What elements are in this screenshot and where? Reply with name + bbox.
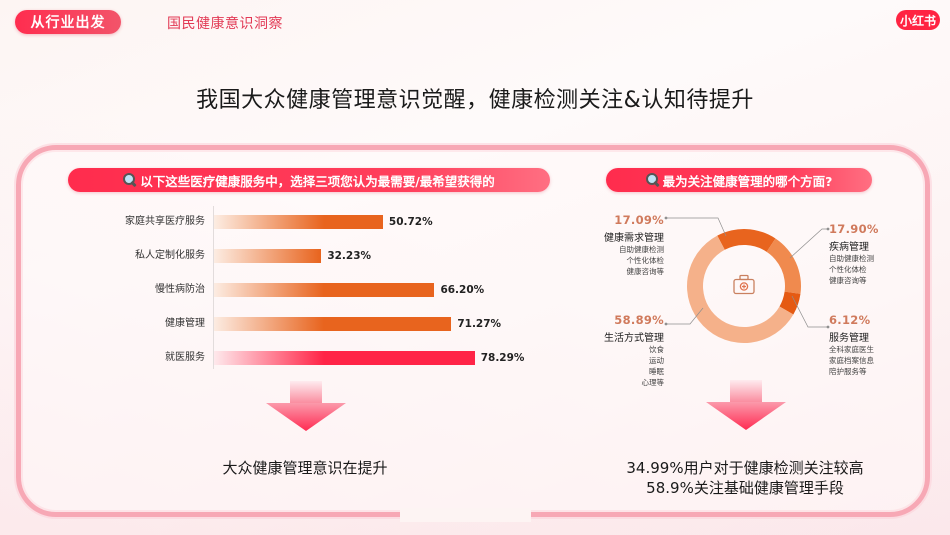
legend-pct: 17.90%: [829, 222, 879, 236]
legend-sub: 健康咨询等: [626, 267, 665, 276]
legend-pct: 58.89%: [614, 313, 664, 327]
legend-title: 疾病管理: [829, 242, 869, 253]
legend-disease: 17.90% 疾病管理 自助健康检测 个性化体检 健康咨询等: [829, 222, 899, 286]
legend-sub: 自助健康检测: [619, 245, 664, 254]
legend-service: 6.12% 服务管理 全科家庭医生 家庭档案信息 陪护服务等: [829, 313, 899, 377]
bar: [214, 215, 383, 229]
legend-pct: 6.12%: [829, 313, 871, 327]
bar-chart-axis: [213, 206, 214, 369]
bar-row: 健康管理 71.27%: [0, 317, 950, 331]
legend-health-demand: 17.09% 健康需求管理 自助健康检测 个性化体检 健康咨询等: [600, 213, 664, 277]
right-conclusion: 34.99%用户对于健康检测关注较高 58.9%关注基础健康管理手段: [600, 458, 890, 498]
medical-kit-icon: [733, 274, 755, 295]
bar-value-label: 78.29%: [480, 352, 525, 364]
leader-line: [791, 295, 828, 328]
question-pill-right: 最为关注健康管理的哪个方面?: [606, 168, 872, 192]
leader-line: [666, 307, 704, 325]
bar-value-label: 50.72%: [388, 216, 433, 228]
bar-row: 慢性病防治 66.20%: [0, 283, 950, 297]
donut-segment: [766, 238, 801, 294]
legend-sub: 全科家庭医生: [829, 345, 874, 354]
legend-sub: 自助健康检测: [829, 254, 874, 263]
legend-sub: 健康咨询等: [829, 276, 867, 285]
section-label: 国民健康意识洞察: [167, 16, 283, 32]
bar-category-label: 家庭共享医疗服务: [125, 216, 205, 227]
bar: [214, 317, 452, 331]
left-conclusion: 大众健康管理意识在提升: [222, 459, 388, 477]
bar-row: 就医服务 78.29%: [0, 351, 950, 365]
bar-value-label: 32.23%: [327, 250, 372, 262]
question-pill-left: 以下这些医疗健康服务中，选择三项您认为最需要/最希望获得的: [68, 168, 550, 192]
legend-sub: 个性化体检: [829, 265, 867, 274]
legend-title: 服务管理: [829, 333, 869, 344]
donut-segment: [717, 229, 776, 252]
legend-sub: 陪护服务等: [829, 367, 867, 376]
legend-sub: 心理等: [641, 378, 665, 387]
legend-pct: 17.09%: [614, 213, 664, 227]
magnifier-icon: [645, 173, 660, 187]
bar: [214, 249, 322, 263]
bar-category-label: 慢性病防治: [155, 284, 205, 295]
right-conclusion-line2: 58.9%关注基础健康管理手段: [646, 479, 844, 497]
donut-segment: [779, 291, 801, 315]
leader-line: [666, 217, 727, 237]
bar: [214, 283, 435, 297]
legend-lifestyle: 58.89% 生活方式管理 饮食 运动 睡眠 心理等: [600, 313, 664, 388]
legend-sub: 个性化体检: [626, 256, 665, 265]
magnifier-icon: [123, 173, 137, 187]
bar-category-label: 就医服务: [165, 352, 205, 363]
right-conclusion-line1: 34.99%用户对于健康检测关注较高: [626, 459, 864, 477]
leader-line: [789, 228, 828, 259]
question-text: 以下这些医疗健康服务中，选择三项您认为最需要/最希望获得的: [140, 173, 495, 189]
legend-title: 生活方式管理: [604, 333, 664, 344]
donut-segment: [687, 235, 794, 344]
question-text: 最为关注健康管理的哪个方面?: [662, 173, 833, 189]
bar-row: 私人定制化服务 32.23%: [0, 249, 950, 263]
bar-category-label: 私人定制化服务: [135, 250, 205, 261]
category-tag: 从行业出发: [15, 10, 121, 34]
bar-category-label: 健康管理: [165, 318, 205, 329]
page-title: 我国大众健康管理意识觉醒，健康检测关注&认知待提升: [196, 88, 754, 113]
legend-title: 健康需求管理: [604, 233, 664, 244]
down-arrow-icon: [266, 381, 346, 431]
bar: [214, 351, 475, 365]
legend-sub: 家庭档案信息: [829, 356, 874, 365]
bar-row: 家庭共享医疗服务 50.72%: [0, 215, 950, 229]
legend-sub: 饮食: [649, 345, 664, 354]
down-arrow-icon: [706, 380, 786, 430]
brand-logo: 小红书: [896, 10, 940, 30]
legend-sub: 睡眠: [649, 367, 664, 376]
panel-border-gap: [400, 508, 531, 522]
bar-value-label: 71.27%: [457, 318, 502, 330]
bar-value-label: 66.20%: [440, 284, 485, 296]
legend-sub: 运动: [649, 356, 664, 365]
